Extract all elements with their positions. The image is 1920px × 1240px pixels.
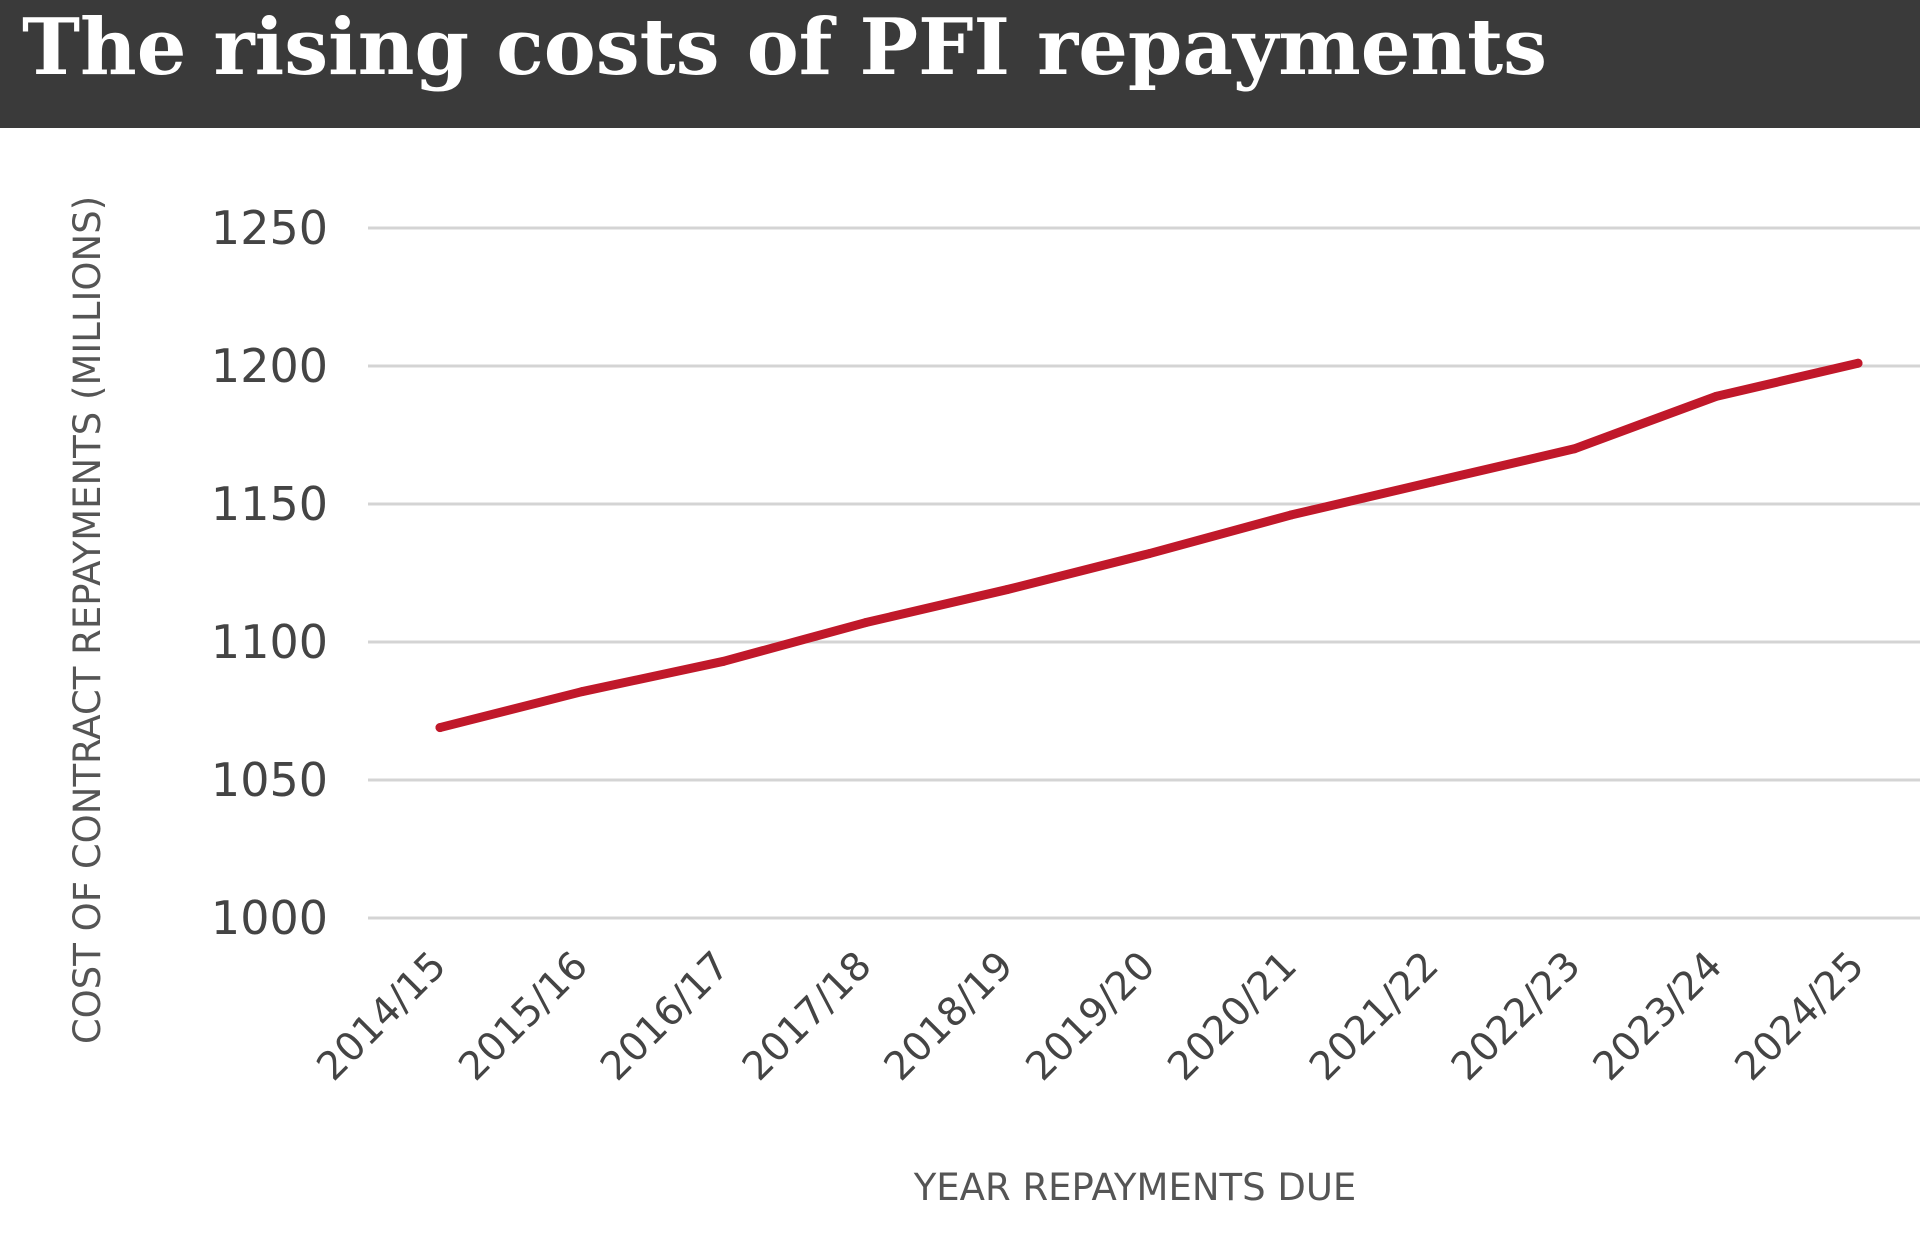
x-tick-label: 2024/25	[1727, 943, 1873, 1089]
x-tick-label: 2019/20	[1018, 943, 1164, 1089]
y-tick-label: 1150	[211, 477, 328, 531]
data-point-2020-21	[1286, 510, 1296, 520]
data-point-2018-19	[1002, 585, 1012, 595]
x-tick-label: 2022/23	[1443, 943, 1589, 1089]
y-tick-label: 1250	[211, 201, 328, 255]
y-tick-label: 1200	[211, 339, 328, 393]
data-point-2016-17	[719, 656, 729, 666]
chart-title: The rising costs of PFI repayments	[22, 2, 1548, 93]
data-point-2015-16	[577, 687, 587, 697]
data-point-2014-15	[435, 723, 445, 733]
x-tick-label: 2021/22	[1301, 943, 1447, 1089]
gridlines	[368, 226, 1920, 920]
x-tick-label: 2017/18	[734, 943, 880, 1089]
y-axis-label: COST OF CONTRACT REPAYMENTS (MILLIONS)	[66, 196, 109, 1044]
data-point-2023-24	[1711, 391, 1721, 401]
data-point-2021-22	[1428, 477, 1438, 487]
series-line	[435, 358, 1863, 733]
data-point-2022-23	[1569, 444, 1579, 454]
y-axis-ticks: 1000 1050 1100 1150 1200 1250	[211, 201, 328, 945]
y-tick-label: 1100	[211, 615, 328, 669]
data-point-2017-18	[860, 618, 870, 628]
data-point-2019-20	[1144, 549, 1154, 559]
y-tick-label: 1000	[211, 891, 328, 945]
x-tick-label: 2018/19	[876, 943, 1022, 1089]
data-point-2024-25	[1853, 358, 1863, 368]
x-tick-label: 2014/15	[309, 943, 455, 1089]
x-tick-label: 2023/24	[1585, 943, 1731, 1089]
title-bar: The rising costs of PFI repayments	[0, 0, 1920, 128]
x-tick-label: 2016/17	[592, 943, 738, 1089]
x-axis-label: YEAR REPAYMENTS DUE	[913, 1166, 1357, 1209]
x-tick-label: 2015/16	[450, 943, 596, 1089]
series-layer	[435, 358, 1863, 733]
x-tick-label: 2020/21	[1159, 943, 1305, 1089]
x-axis-ticks: 2014/152015/162016/172017/182018/192019/…	[309, 943, 1873, 1089]
y-tick-label: 1050	[211, 753, 328, 807]
